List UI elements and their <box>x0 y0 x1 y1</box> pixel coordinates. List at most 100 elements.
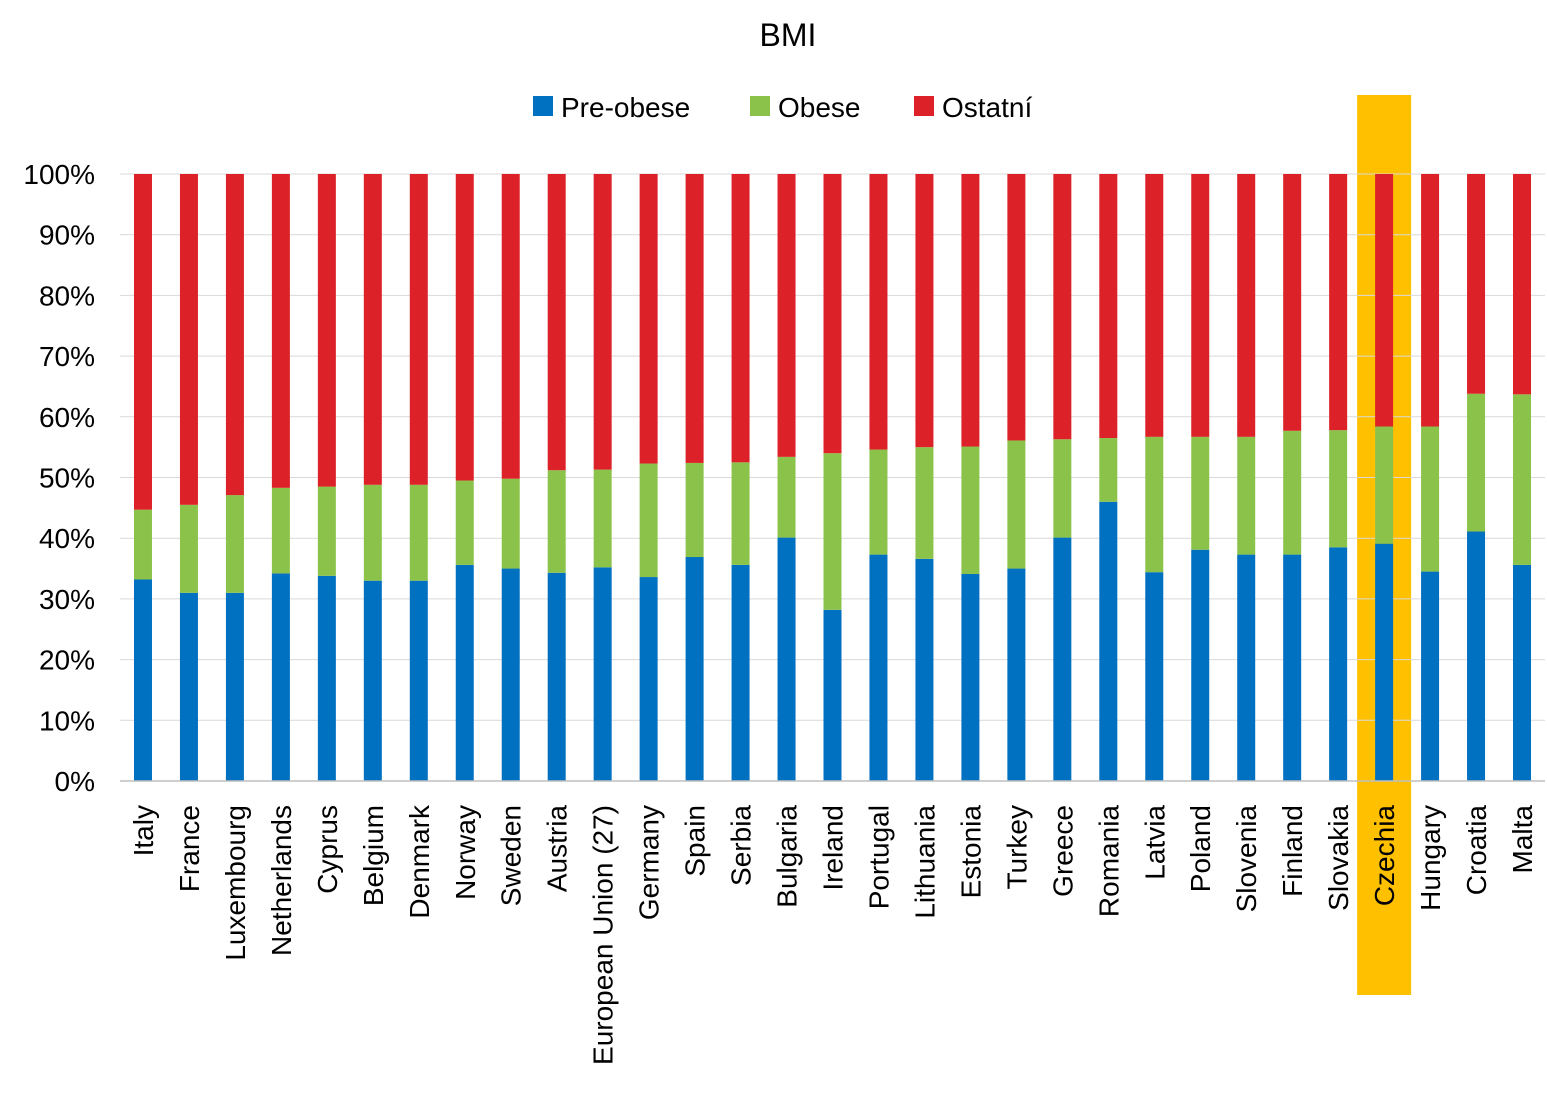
x-tick-label: Czechia <box>1369 805 1400 907</box>
legend-label-pre-obese: Pre-obese <box>561 92 690 123</box>
bar-obese-ireland <box>823 453 842 610</box>
bar-obese-netherlands <box>271 487 290 574</box>
bar-ostatn-slovenia <box>1237 174 1256 437</box>
y-tick-label: 60% <box>39 402 95 433</box>
bar-ostatn-cyprus <box>317 174 336 487</box>
bar-obese-finland <box>1283 430 1302 555</box>
bar-ostatn-belgium <box>363 174 382 485</box>
bar-obese-hungary <box>1421 426 1440 572</box>
bar-ostatn-luxembourg <box>225 174 244 496</box>
bar-pre-obese-denmark <box>409 580 428 781</box>
bar-pre-obese-germany <box>639 577 658 781</box>
x-tick-label: Bulgaria <box>772 805 803 908</box>
bar-pre-obese-romania <box>1099 501 1118 781</box>
bar-pre-obese-portugal <box>869 554 888 781</box>
bar-obese-denmark <box>409 484 428 581</box>
y-tick-label: 0% <box>55 766 95 797</box>
x-tick-label: Slovenia <box>1231 805 1262 913</box>
bar-ostatn-latvia <box>1145 174 1164 437</box>
bar-obese-czechia <box>1375 426 1394 544</box>
bar-obese-slovenia <box>1237 436 1256 555</box>
legend-swatch-obese <box>750 96 770 116</box>
bar-ostatn-poland <box>1191 174 1210 437</box>
x-tick-label: Belgium <box>358 805 389 906</box>
bar-pre-obese-netherlands <box>271 573 290 781</box>
legend: Pre-obese Obese Ostatní <box>533 92 1032 123</box>
bar-obese-serbia <box>731 462 750 565</box>
x-tick-label: European Union (27) <box>588 805 619 1065</box>
x-tick-label: Poland <box>1185 805 1216 892</box>
bars <box>133 174 1532 781</box>
x-tick-label: Serbia <box>726 805 757 886</box>
x-tick-label: Austria <box>542 805 573 893</box>
bar-pre-obese-luxembourg <box>225 592 244 781</box>
y-tick-label: 20% <box>39 645 95 676</box>
bar-pre-obese-croatia <box>1467 531 1486 781</box>
x-tick-label: Turkey <box>1001 805 1032 890</box>
bar-obese-romania <box>1099 438 1118 502</box>
x-tick-label: Portugal <box>863 805 894 909</box>
bar-pre-obese-greece <box>1053 537 1072 781</box>
bar-pre-obese-norway <box>455 564 474 781</box>
bar-obese-slovakia <box>1329 430 1348 548</box>
bar-pre-obese-serbia <box>731 564 750 781</box>
bar-obese-european-union-27 <box>593 469 612 568</box>
bar-pre-obese-italy <box>133 579 152 781</box>
bar-obese-greece <box>1053 439 1072 538</box>
bar-obese-poland <box>1191 436 1210 550</box>
bar-ostatn-lithuania <box>915 174 934 448</box>
x-tick-label: Lithuania <box>909 805 940 919</box>
y-tick-label: 10% <box>39 705 95 736</box>
x-tick-label: Cyprus <box>312 805 343 894</box>
bar-pre-obese-cyprus <box>317 575 336 781</box>
x-tick-label: Denmark <box>404 804 435 919</box>
bar-obese-norway <box>455 480 474 565</box>
bar-ostatn-estonia <box>961 174 980 447</box>
bar-ostatn-hungary <box>1421 174 1440 427</box>
bar-ostatn-croatia <box>1467 174 1486 394</box>
bar-pre-obese-european-union-27 <box>593 567 612 781</box>
x-tick-label: Hungary <box>1415 805 1446 911</box>
x-tick-label: Greece <box>1047 805 1078 897</box>
y-tick-label: 80% <box>39 280 95 311</box>
legend-swatch-ostatn <box>914 96 934 116</box>
bar-ostatn-greece <box>1053 174 1072 440</box>
y-tick-label: 50% <box>39 463 95 494</box>
bar-ostatn-norway <box>455 174 474 481</box>
bar-obese-belgium <box>363 484 382 581</box>
bar-pre-obese-latvia <box>1145 572 1164 781</box>
bar-obese-turkey <box>1007 440 1026 569</box>
legend-label-ostatn: Ostatní <box>942 92 1032 123</box>
bar-pre-obese-france <box>179 592 198 781</box>
bar-ostatn-ireland <box>823 174 842 454</box>
bar-pre-obese-sweden <box>501 568 520 781</box>
bar-pre-obese-bulgaria <box>777 537 796 781</box>
bar-ostatn-austria <box>547 174 566 471</box>
x-tick-label: Croatia <box>1461 805 1492 896</box>
bar-pre-obese-lithuania <box>915 558 934 781</box>
bar-pre-obese-poland <box>1191 549 1210 781</box>
bar-ostatn-spain <box>685 174 704 463</box>
x-tick-label: Norway <box>450 805 481 900</box>
x-tick-label: Estonia <box>955 805 986 899</box>
bar-obese-cyprus <box>317 486 336 576</box>
x-tick-label: Ireland <box>818 805 849 891</box>
bar-ostatn-portugal <box>869 174 888 450</box>
bar-ostatn-denmark <box>409 174 428 485</box>
bar-ostatn-bulgaria <box>777 174 796 457</box>
bar-obese-estonia <box>961 446 980 575</box>
bar-pre-obese-finland <box>1283 554 1302 781</box>
bar-ostatn-malta <box>1513 174 1532 395</box>
y-tick-label: 40% <box>39 523 95 554</box>
y-tick-label: 30% <box>39 584 95 615</box>
bar-ostatn-france <box>179 174 198 505</box>
bar-ostatn-romania <box>1099 174 1118 439</box>
bar-obese-luxembourg <box>225 495 244 593</box>
bar-ostatn-netherlands <box>271 174 290 488</box>
bar-ostatn-sweden <box>501 174 520 479</box>
bar-obese-malta <box>1513 394 1532 565</box>
chart-title: BMI <box>760 17 817 53</box>
x-tick-label: Romania <box>1093 805 1124 917</box>
x-tick-label: Finland <box>1277 805 1308 897</box>
